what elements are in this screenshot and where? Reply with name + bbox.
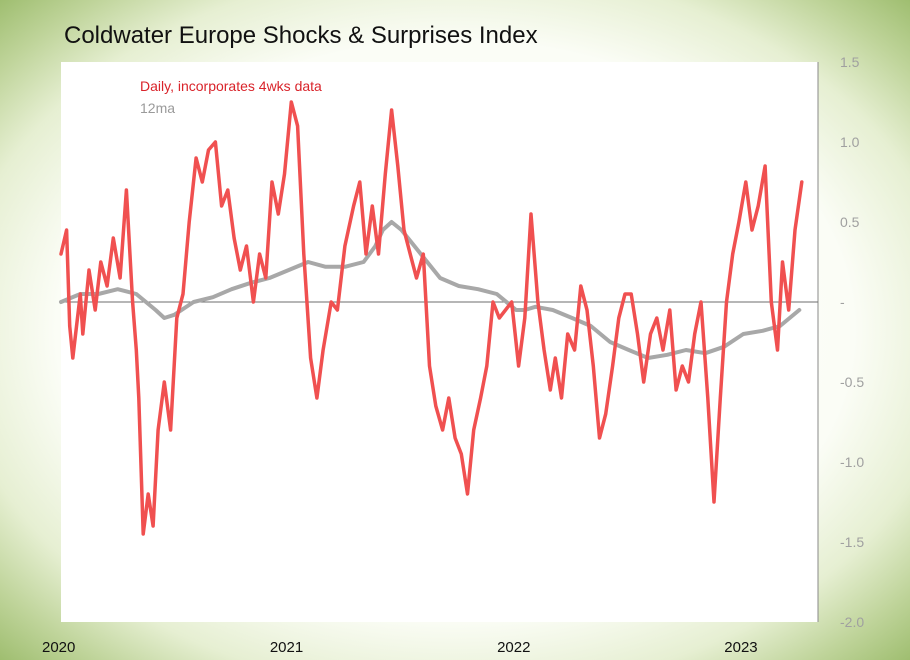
axes: [61, 62, 819, 622]
chart-title: Coldwater Europe Shocks & Surprises Inde…: [64, 22, 538, 49]
plot-area: [61, 62, 818, 622]
series-line-12ma: [59, 220, 802, 360]
y-tick-label: -2.0: [840, 614, 864, 630]
y-tick-label: -1.0: [840, 454, 864, 470]
y-tick-label: -1.5: [840, 534, 864, 550]
x-tick-label: 2023: [724, 639, 757, 656]
x-tick-label: 2020: [42, 639, 75, 656]
x-tick-label: 2021: [270, 639, 303, 656]
y-tick-label: 0.5: [840, 214, 860, 230]
legend-entry-daily: Daily, incorporates 4wks data: [140, 78, 322, 94]
x-tick-label: 2022: [497, 639, 530, 656]
legend: Daily, incorporates 4wks data 12ma: [140, 78, 322, 116]
y-tick-label: -0.5: [840, 374, 864, 390]
series-line-daily: [59, 100, 804, 536]
y-axis-ticks: 1.5 1.0 0.5 - -0.5 -1.0 -1.5 -2.0: [840, 54, 864, 630]
y-tick-label: 1.5: [840, 54, 860, 70]
legend-entry-12ma: 12ma: [140, 100, 175, 116]
x-axis-ticks: 2020 2021 2022 2023: [42, 639, 758, 656]
y-tick-label: -: [840, 294, 845, 310]
y-tick-label: 1.0: [840, 134, 860, 150]
